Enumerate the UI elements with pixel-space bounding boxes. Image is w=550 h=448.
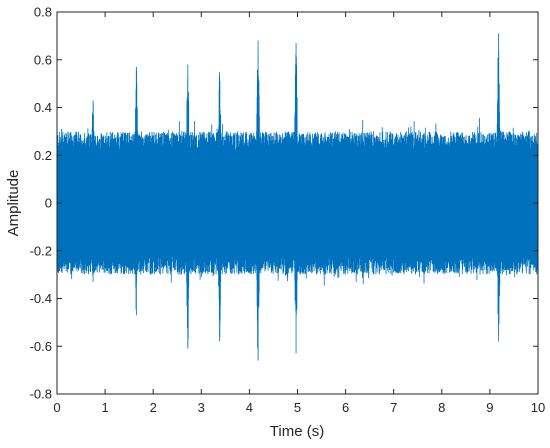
y-tick-label: 0 [45, 196, 52, 211]
x-axis: 0 1 2 3 4 5 6 7 8 9 10 [53, 12, 545, 415]
x-tick-label: 0 [53, 400, 60, 415]
x-tick-label: 5 [294, 400, 301, 415]
x-tick-label: 1 [101, 400, 108, 415]
y-tick-label: -0.2 [30, 243, 52, 258]
y-axis-label: Amplitude [5, 170, 22, 237]
y-tick-label: -0.6 [30, 339, 52, 354]
x-tick-label: 6 [342, 400, 349, 415]
x-axis-label: Time (s) [270, 423, 324, 440]
x-tick-label: 7 [390, 400, 397, 415]
x-tick-label: 2 [150, 400, 157, 415]
signal-line [56, 33, 539, 361]
x-tick-label: 9 [486, 400, 493, 415]
y-tick-label: 0.2 [34, 148, 52, 163]
x-tick-label: 10 [531, 400, 545, 415]
x-tick-label: 4 [246, 400, 253, 415]
y-tick-label: -0.8 [30, 387, 52, 402]
signal-trace [56, 33, 539, 361]
x-tick-label: 8 [438, 400, 445, 415]
y-axis: -0.8 -0.6 -0.4 -0.2 0 0.2 0.4 0.6 0.8 [30, 5, 538, 402]
y-tick-label: 0.6 [34, 52, 52, 67]
y-tick-label: -0.4 [30, 291, 52, 306]
x-tick-label: 3 [198, 400, 205, 415]
y-tick-label: 0.4 [34, 100, 52, 115]
y-tick-label: 0.8 [34, 5, 52, 20]
